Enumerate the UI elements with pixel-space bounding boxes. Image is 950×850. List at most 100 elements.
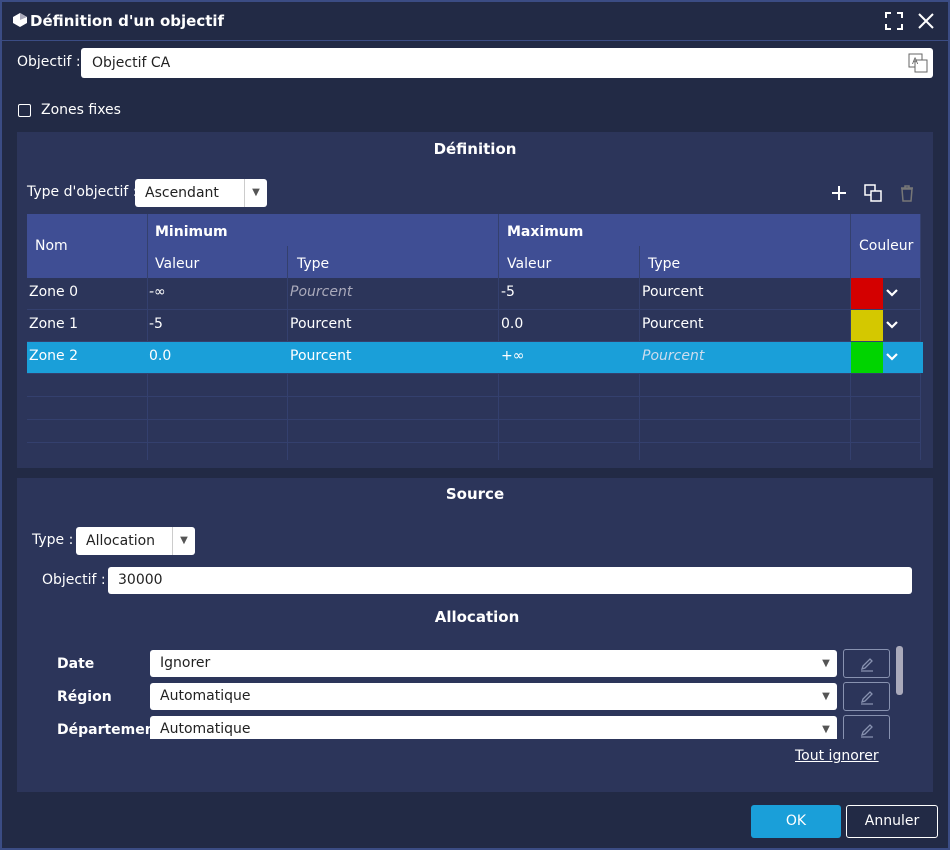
min-type: Pourcent bbox=[290, 348, 352, 364]
allocation-value: Automatique bbox=[160, 721, 251, 737]
dropdown-arrow: ▼ bbox=[822, 691, 830, 702]
color-dropdown[interactable] bbox=[885, 285, 899, 299]
chevron bbox=[886, 353, 898, 361]
table-header bbox=[27, 214, 921, 278]
allocation-list: Date Ignorer ▼ Région Automatique ▼ Départemen… bbox=[40, 646, 910, 739]
ok-button[interactable]: OK bbox=[751, 805, 841, 838]
objective-type-value: Ascendant bbox=[145, 185, 219, 201]
chevron bbox=[886, 289, 898, 297]
allocation-label: Région bbox=[57, 689, 112, 705]
zones-table: Nom Minimum Maximum Valeur Type Valeur T… bbox=[27, 214, 923, 460]
row-divider bbox=[27, 309, 921, 310]
delete-button[interactable] bbox=[898, 184, 916, 202]
min-type: Pourcent bbox=[290, 316, 352, 332]
min-value: 0.0 bbox=[149, 348, 172, 364]
fixed-zones-label: Zones fixes bbox=[41, 102, 121, 118]
row-divider bbox=[27, 419, 921, 420]
maximize-button[interactable] bbox=[885, 12, 903, 30]
cancel-button[interactable]: Annuler bbox=[846, 805, 938, 838]
row-divider bbox=[27, 373, 921, 374]
table-row[interactable]: Zone 0 -∞ Pourcent -5 Pourcent bbox=[27, 278, 923, 309]
translate-button[interactable] bbox=[864, 184, 882, 202]
header-min-type: Type bbox=[297, 256, 330, 272]
allocation-label: Département bbox=[57, 722, 162, 738]
title-separator bbox=[2, 40, 948, 41]
svg-text:A: A bbox=[912, 57, 919, 67]
color-dropdown[interactable] bbox=[885, 349, 899, 363]
zone-name: Zone 0 bbox=[29, 284, 78, 300]
source-type-value: Allocation bbox=[86, 533, 156, 549]
dropdown-arrow: ▼ bbox=[244, 179, 267, 207]
dialog-title: Définition d'un objectif bbox=[30, 12, 225, 30]
table-row[interactable]: Zone 2 0.0 Pourcent +∞ Pourcent bbox=[27, 342, 923, 373]
objective-type-select[interactable]: Ascendant ▼ bbox=[135, 179, 267, 207]
source-objective-label: Objectif : bbox=[42, 572, 106, 588]
edit-icon bbox=[860, 691, 873, 705]
source-type-select[interactable]: Allocation ▼ bbox=[76, 527, 195, 555]
source-objective-value: 30000 bbox=[118, 572, 163, 588]
column-divider bbox=[498, 214, 499, 460]
objective-type-label: Type d'objectif : bbox=[27, 184, 138, 200]
ignore-all-link[interactable]: Tout ignorer bbox=[795, 748, 879, 764]
row-divider bbox=[27, 396, 921, 397]
max-value: -5 bbox=[501, 284, 515, 300]
edit-button[interactable] bbox=[843, 649, 890, 678]
translate-icon[interactable]: A bbox=[908, 53, 928, 73]
close-button[interactable] bbox=[917, 12, 935, 30]
edit-button[interactable] bbox=[843, 715, 890, 739]
allocation-select[interactable]: Automatique ▼ bbox=[150, 683, 837, 710]
edit-icon bbox=[860, 724, 873, 738]
allocation-value: Ignorer bbox=[160, 655, 211, 671]
min-value: -5 bbox=[149, 316, 163, 332]
header-minimum: Minimum bbox=[155, 224, 228, 240]
max-type: Pourcent bbox=[642, 284, 704, 300]
column-divider bbox=[850, 214, 851, 460]
max-type: Pourcent bbox=[642, 348, 705, 364]
objective-value: Objectif CA bbox=[92, 55, 171, 71]
min-type: Pourcent bbox=[290, 284, 353, 300]
add-button[interactable] bbox=[830, 184, 848, 202]
header-maximum: Maximum bbox=[507, 224, 584, 240]
edit-icon bbox=[860, 658, 873, 672]
allocation-label: Date bbox=[57, 656, 95, 672]
chevron bbox=[886, 321, 898, 329]
max-value: +∞ bbox=[501, 348, 525, 364]
header-max-value: Valeur bbox=[507, 256, 552, 272]
min-value: -∞ bbox=[149, 284, 166, 300]
dropdown-arrow: ▼ bbox=[822, 658, 830, 669]
column-divider bbox=[147, 214, 148, 460]
objective-input[interactable]: Objectif CA A bbox=[81, 48, 933, 78]
fixed-zones-checkbox[interactable] bbox=[18, 104, 31, 117]
zone-name: Zone 1 bbox=[29, 316, 78, 332]
header-max-type: Type bbox=[648, 256, 681, 272]
allocation-select[interactable]: Automatique ▼ bbox=[150, 716, 837, 739]
source-panel bbox=[17, 478, 933, 792]
allocation-select[interactable]: Ignorer ▼ bbox=[150, 650, 837, 677]
allocation-title: Allocation bbox=[434, 608, 520, 626]
dropdown-arrow: ▼ bbox=[822, 724, 830, 735]
zone-name: Zone 2 bbox=[29, 348, 78, 364]
color-swatch[interactable] bbox=[851, 310, 883, 341]
row-divider bbox=[27, 341, 921, 342]
scrollbar[interactable] bbox=[896, 646, 903, 695]
header-min-value: Valeur bbox=[155, 256, 200, 272]
allocation-value: Automatique bbox=[160, 688, 251, 704]
dropdown-arrow: ▼ bbox=[172, 527, 195, 555]
row-divider bbox=[27, 442, 921, 443]
color-swatch[interactable] bbox=[851, 342, 883, 373]
max-value: 0.0 bbox=[501, 316, 524, 332]
edit-button[interactable] bbox=[843, 682, 890, 711]
header-name: Nom bbox=[35, 238, 68, 254]
objective-label: Objectif : bbox=[17, 54, 81, 70]
color-swatch[interactable] bbox=[851, 278, 883, 309]
source-title: Source bbox=[445, 485, 505, 503]
source-type-label: Type : bbox=[32, 532, 74, 548]
definition-title: Définition bbox=[433, 140, 517, 158]
table-row[interactable]: Zone 1 -5 Pourcent 0.0 Pourcent bbox=[27, 310, 923, 341]
column-divider bbox=[920, 214, 921, 460]
color-dropdown[interactable] bbox=[885, 317, 899, 331]
source-objective-input[interactable]: 30000 bbox=[108, 567, 912, 594]
